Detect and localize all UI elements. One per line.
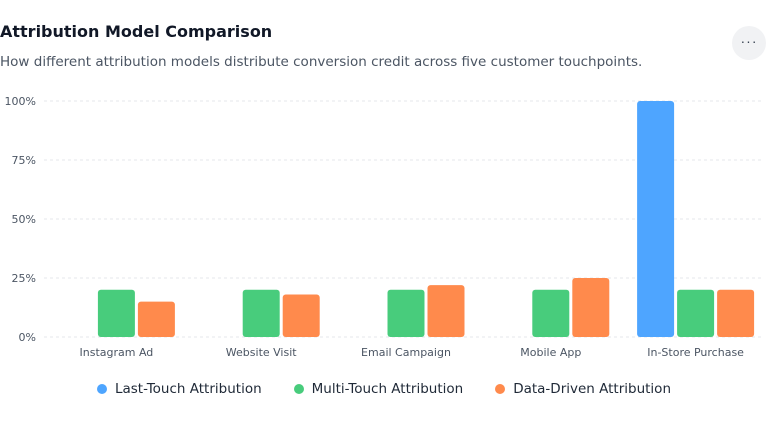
bar-multi-touch-attribution-mobile-app[interactable] (532, 289, 570, 337)
legend-item-data-driven-attribution[interactable]: Data-Driven Attribution (495, 381, 671, 397)
y-tick-label: 0% (19, 331, 36, 344)
bar-chart: 0% 25% 50% 75% 100% Instagram Ad Website Visi… (5, 95, 764, 359)
chart-title: Attribution Model Comparison (0, 22, 273, 41)
legend-swatch-icon (96, 384, 107, 394)
bar-data-driven-attribution-instagram-ad[interactable] (137, 301, 175, 337)
chart-legend: Last-Touch Attribution Multi-Touch Attrib… (0, 381, 768, 397)
bar-multi-touch-attribution-website-visit[interactable] (242, 289, 280, 337)
legend-swatch-icon (293, 384, 304, 394)
y-tick-label: 50% (12, 213, 36, 226)
legend-swatch-icon (495, 384, 506, 394)
bar-data-driven-attribution-website-visit[interactable] (282, 294, 320, 337)
bar-data-driven-attribution-in-store-purchase[interactable] (717, 289, 755, 337)
x-tick-label: Email Campaign (361, 346, 451, 359)
legend-label: Multi-Touch Attribution (311, 381, 464, 397)
x-tick-label: In-Store Purchase (647, 346, 744, 359)
x-tick-label: Instagram Ad (80, 346, 154, 359)
legend-label: Last-Touch Attribution (114, 381, 262, 397)
more-horizontal-icon: ··· (740, 33, 758, 49)
x-axis-ticks: Instagram Ad Website Visit Email Campaign M… (80, 346, 745, 359)
bar-last-touch-attribution-in-store-purchase[interactable] (637, 101, 675, 337)
bar-data-driven-attribution-mobile-app[interactable] (572, 278, 610, 337)
y-tick-label: 100% (5, 95, 36, 108)
bar-data-driven-attribution-email-campaign[interactable] (427, 285, 465, 337)
x-tick-label: Website Visit (226, 346, 297, 359)
legend-item-multi-touch-attribution[interactable]: Multi-Touch Attribution (293, 381, 464, 397)
bars (97, 101, 755, 337)
y-tick-label: 75% (12, 154, 36, 167)
chart-subtitle: How different attribution models distrib… (0, 54, 643, 70)
bar-multi-touch-attribution-instagram-ad[interactable] (97, 289, 135, 337)
y-axis-ticks: 0% 25% 50% 75% 100% (5, 95, 36, 344)
legend-item-last-touch-attribution[interactable]: Last-Touch Attribution (96, 381, 262, 397)
x-tick-label: Mobile App (520, 346, 581, 359)
more-options-button[interactable]: ··· (732, 26, 766, 60)
bar-multi-touch-attribution-in-store-purchase[interactable] (677, 289, 715, 337)
bar-multi-touch-attribution-email-campaign[interactable] (387, 289, 425, 337)
legend-label: Data-Driven Attribution (513, 381, 672, 397)
y-tick-label: 25% (12, 272, 36, 285)
